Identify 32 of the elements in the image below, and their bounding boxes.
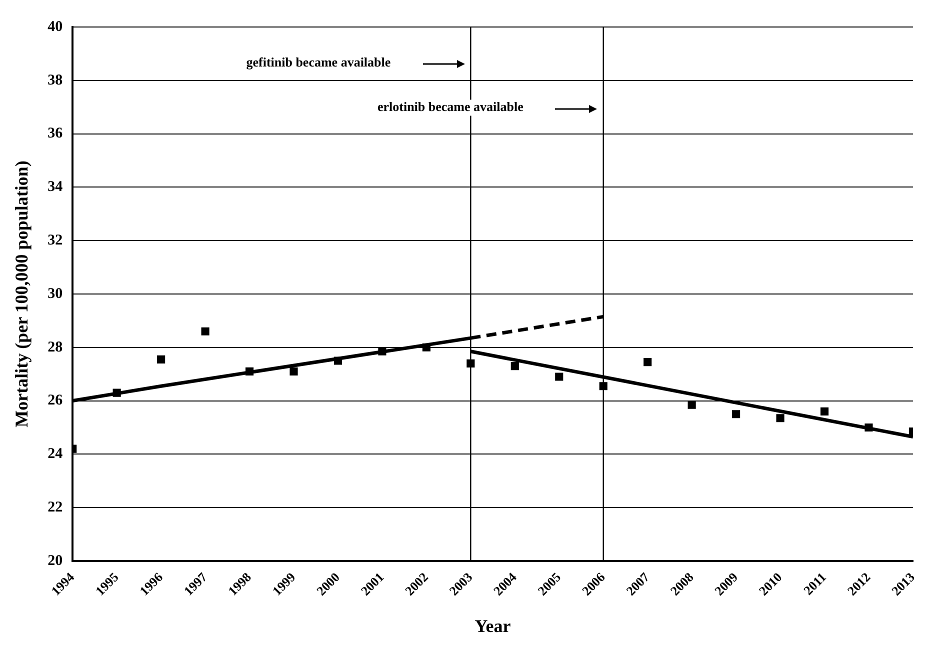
point — [378, 347, 386, 356]
y-tick-label: 22 — [48, 499, 63, 516]
y-tick-label: 34 — [48, 179, 64, 196]
point — [290, 367, 298, 376]
point — [157, 355, 166, 364]
y-tick-label: 20 — [48, 552, 63, 569]
point — [732, 410, 740, 418]
point — [644, 358, 652, 366]
point — [112, 388, 121, 397]
x-axis-title: Year — [474, 616, 511, 636]
y-tick-label: 32 — [48, 232, 63, 248]
point — [245, 367, 254, 376]
y-tick-label: 26 — [48, 392, 64, 409]
point — [555, 372, 564, 381]
y-tick-label: 30 — [48, 286, 63, 302]
annotation: erlotinib became available — [377, 99, 524, 114]
y-tick-label: 28 — [48, 339, 63, 356]
y-tick-label: 24 — [48, 446, 64, 462]
point — [776, 414, 784, 422]
y-axis-title: Mortality (per 100,000 population) — [11, 160, 32, 428]
y-tick-label: 36 — [48, 126, 64, 142]
y-tick-label: 40 — [48, 18, 63, 35]
x-tick-label: 2011 — [800, 569, 830, 598]
point — [422, 343, 430, 352]
annotation: gefitinib became available — [246, 54, 391, 70]
point — [510, 362, 519, 370]
point — [820, 407, 829, 416]
point — [688, 400, 696, 409]
point — [334, 356, 342, 365]
point — [864, 423, 873, 432]
point — [201, 327, 210, 336]
y-tick-label: 38 — [48, 72, 63, 88]
